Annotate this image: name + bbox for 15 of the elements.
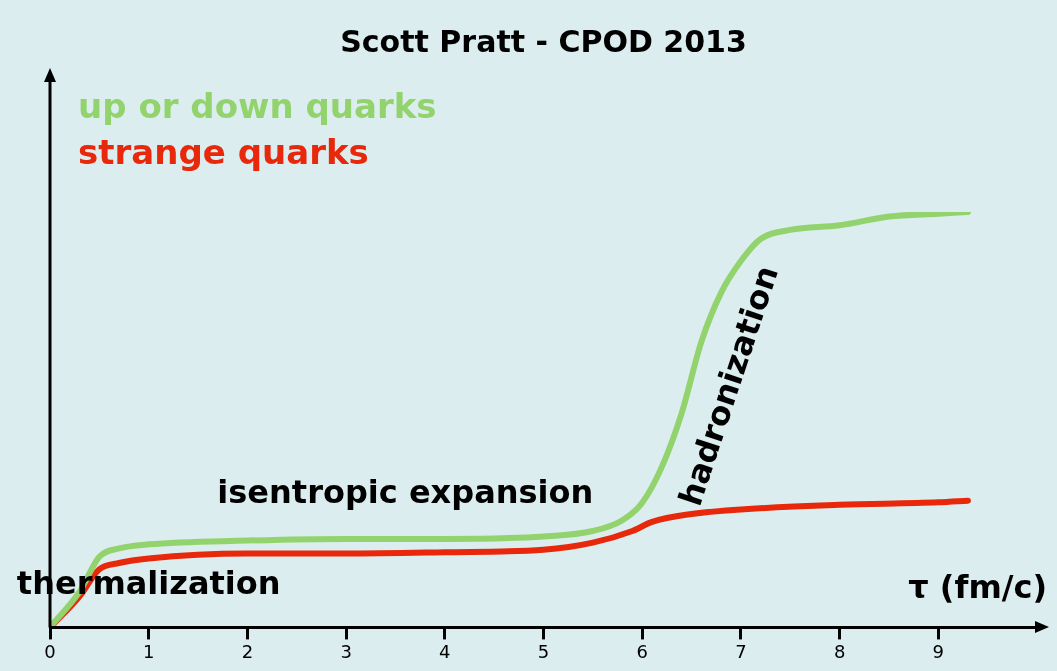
x-tick-label: 9	[932, 640, 945, 662]
x-tick-label: 3	[340, 640, 352, 662]
x-tick-label: 6	[636, 640, 648, 662]
x-tick-label: 2	[241, 640, 254, 662]
x-tick-label: 0	[44, 640, 56, 662]
x-axis-title: τ (fm/c)	[908, 567, 1047, 606]
x-tick-label: 1	[142, 640, 155, 662]
chart-title: Scott Pratt - CPOD 2013	[340, 23, 747, 59]
x-tick-label: 7	[735, 640, 747, 662]
text: strange quarks	[78, 131, 369, 172]
text: up or down quarks	[78, 85, 437, 126]
x-tick-label: 5	[537, 640, 550, 662]
x-tick-label: 4	[439, 640, 451, 662]
x-tick-label: 8	[833, 640, 846, 662]
annotation: isentropic expansion	[217, 472, 594, 511]
